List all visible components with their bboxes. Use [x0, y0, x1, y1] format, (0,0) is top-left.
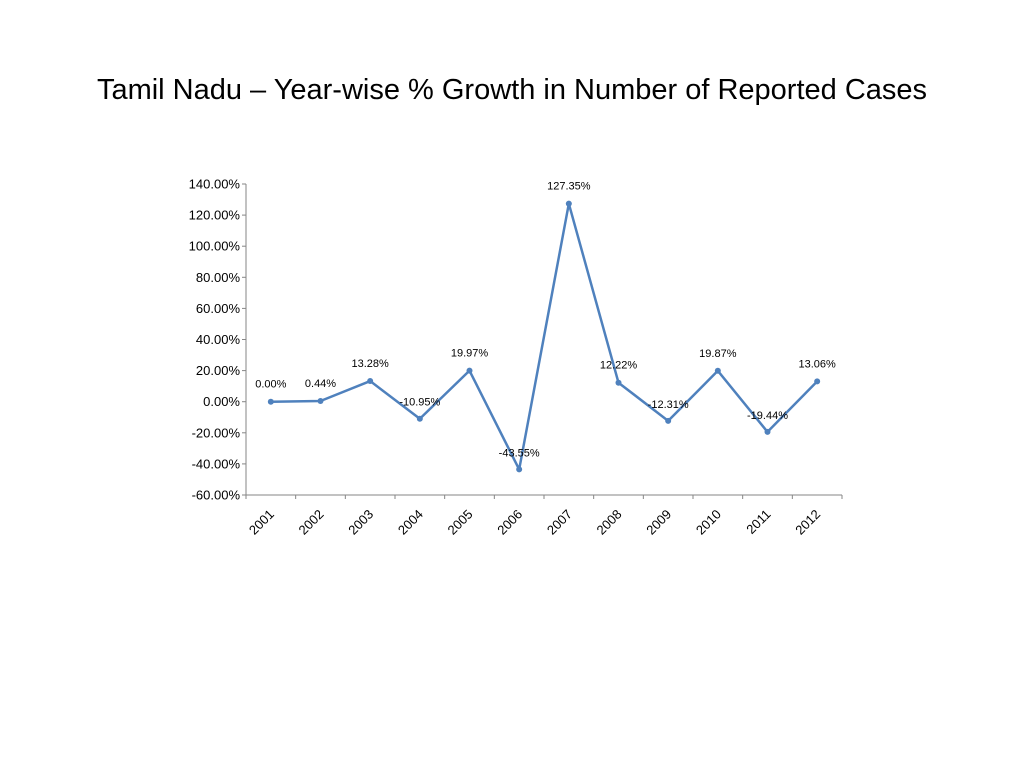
x-tick-label: 2003 — [345, 507, 376, 538]
y-tick-label: 40.00% — [196, 332, 241, 347]
data-point — [814, 378, 821, 385]
slide-title: Tamil Nadu – Year-wise % Growth in Numbe… — [96, 74, 928, 106]
data-point — [764, 428, 771, 435]
y-tick-label: -20.00% — [192, 425, 241, 440]
data-label: 19.87% — [699, 348, 737, 360]
y-tick-label: 0.00% — [203, 394, 240, 409]
data-label: -43.55% — [499, 447, 540, 459]
y-tick-label: 120.00% — [189, 208, 241, 223]
data-point — [615, 379, 622, 386]
x-tick-label: 2008 — [594, 507, 625, 538]
data-point — [416, 415, 423, 422]
y-tick-label: -40.00% — [192, 456, 241, 471]
x-tick-label: 2006 — [494, 507, 525, 538]
data-label: -10.95% — [399, 397, 440, 409]
y-tick-label: 100.00% — [189, 239, 241, 254]
data-label: 13.06% — [799, 358, 837, 370]
data-label: -19.44% — [747, 410, 788, 422]
x-tick-label: 2009 — [643, 507, 674, 538]
data-point — [267, 398, 274, 405]
data-point — [367, 378, 374, 385]
x-tick-label: 2007 — [544, 507, 575, 538]
x-tick-label: 2005 — [445, 507, 476, 538]
data-label: 0.00% — [255, 379, 286, 391]
data-point — [516, 466, 523, 473]
y-tick-label: 20.00% — [196, 363, 241, 378]
data-label: 12.22% — [600, 360, 638, 372]
series-line — [270, 202, 819, 471]
data-point — [317, 398, 324, 405]
x-tick-label: 2004 — [395, 507, 426, 538]
y-tick-label: 80.00% — [196, 270, 241, 285]
data-point — [714, 367, 721, 374]
x-tick-label: 2001 — [246, 507, 277, 538]
x-tick-label: 2011 — [743, 507, 773, 537]
x-tick-label: 2002 — [296, 507, 327, 538]
data-point — [565, 200, 572, 207]
data-label: -12.31% — [648, 399, 689, 411]
data-point — [466, 367, 473, 374]
x-tick-label: 2010 — [693, 507, 724, 538]
data-label: 19.97% — [451, 348, 489, 360]
y-tick-label: 60.00% — [196, 301, 241, 316]
x-tick-label: 2012 — [792, 507, 823, 538]
data-label: 13.28% — [352, 358, 390, 370]
y-tick-label: -60.00% — [192, 488, 241, 503]
data-label: 127.35% — [547, 181, 591, 193]
y-tick-label: 140.00% — [189, 177, 241, 192]
data-label: 0.44% — [305, 378, 336, 390]
data-point — [665, 417, 672, 424]
